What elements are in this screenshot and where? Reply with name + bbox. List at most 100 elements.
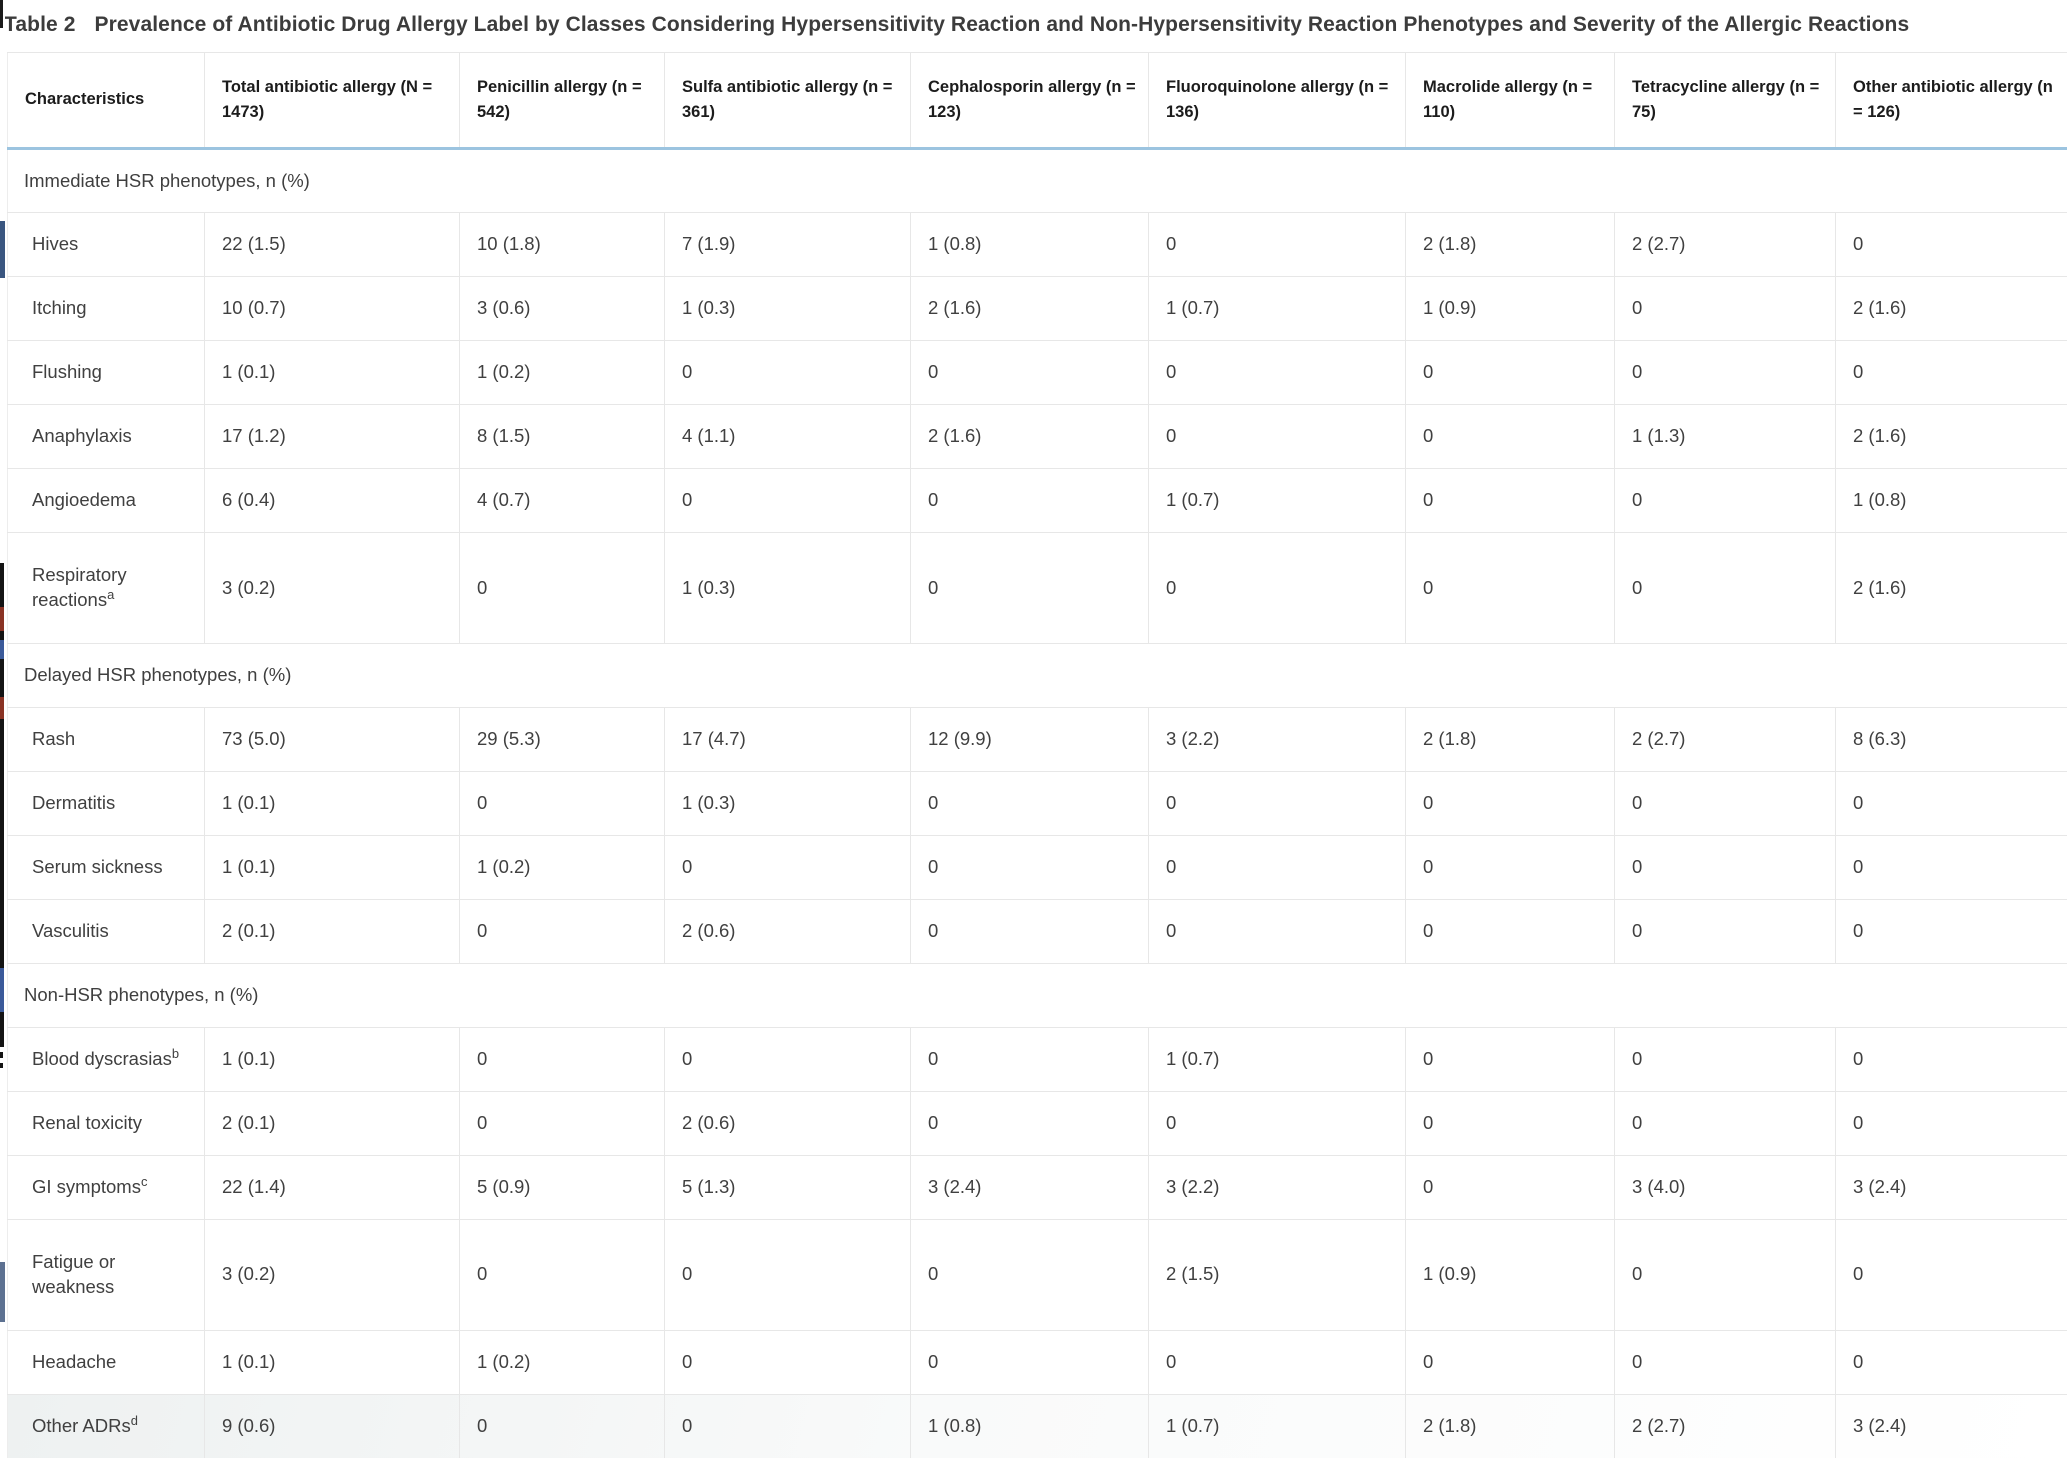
cell-value: 0	[911, 1219, 1149, 1330]
cell-value: 4 (0.7)	[460, 469, 665, 533]
row-label: Serum sickness	[8, 836, 205, 900]
row-label-text: Serum sickness	[32, 856, 163, 877]
cell-value: 9 (0.6)	[205, 1394, 460, 1457]
col-header-7: Tetracycline allergy (n = 75)	[1615, 53, 1836, 149]
section-row: Non-HSR phenotypes, n (%)	[8, 964, 2067, 1028]
cell-value: 0	[1836, 836, 2067, 900]
row-label: GI symptomsc	[8, 1156, 205, 1220]
cell-value: 2 (1.6)	[911, 405, 1149, 469]
row-label: Vasculitis	[8, 900, 205, 964]
cell-value: 2 (2.7)	[1615, 708, 1836, 772]
row-label: Other ADRsd	[8, 1394, 205, 1457]
row-label: Anaphylaxis	[8, 405, 205, 469]
section-header-label: Non-HSR phenotypes, n (%)	[8, 964, 2067, 1028]
row-label-text: Itching	[32, 297, 87, 318]
row-label-text: Blood dyscrasias	[32, 1048, 172, 1069]
cell-value: 0	[911, 1330, 1149, 1394]
row-label-text: Dermatitis	[32, 792, 115, 813]
cell-value: 8 (1.5)	[460, 405, 665, 469]
cell-value: 0	[1406, 1092, 1615, 1156]
cell-value: 0	[911, 533, 1149, 644]
cell-value: 0	[1406, 836, 1615, 900]
edge-fragment	[0, 1063, 3, 1068]
cell-value: 0	[911, 772, 1149, 836]
cell-value: 1 (0.2)	[460, 1330, 665, 1394]
row-label: Blood dyscrasiasb	[8, 1028, 205, 1092]
cell-value: 0	[460, 533, 665, 644]
cell-value: 0	[1836, 1028, 2067, 1092]
cell-value: 1 (1.3)	[1615, 405, 1836, 469]
cell-value: 0	[1406, 1028, 1615, 1092]
edge-fragment	[0, 1262, 5, 1322]
cell-value: 1 (0.1)	[205, 341, 460, 405]
col-header-0: Characteristics	[8, 53, 205, 149]
col-header-8: Other antibiotic allergy (n = 126)	[1836, 53, 2067, 149]
cell-value: 0	[1149, 213, 1406, 277]
section-header-label: Delayed HSR phenotypes, n (%)	[8, 644, 2067, 708]
row-label: Fatigue or weakness	[8, 1219, 205, 1330]
cell-value: 1 (0.7)	[1149, 469, 1406, 533]
col-header-1: Total antibiotic allergy (N = 1473)	[205, 53, 460, 149]
cell-value: 3 (2.2)	[1149, 708, 1406, 772]
cell-value: 2 (1.6)	[911, 277, 1149, 341]
cell-value: 0	[1615, 277, 1836, 341]
cell-value: 0	[460, 1394, 665, 1457]
cell-value: 2 (2.7)	[1615, 1394, 1836, 1457]
cell-value: 0	[1406, 772, 1615, 836]
cell-value: 0	[1615, 1092, 1836, 1156]
cell-value: 1 (0.1)	[205, 836, 460, 900]
cell-value: 0	[1615, 772, 1836, 836]
row-label: Headache	[8, 1330, 205, 1394]
cell-value: 1 (0.2)	[460, 836, 665, 900]
cell-value: 1 (0.8)	[911, 1394, 1149, 1457]
row-label-text: Rash	[32, 728, 75, 749]
cell-value: 0	[1836, 772, 2067, 836]
cell-value: 0	[911, 1028, 1149, 1092]
cell-value: 0	[1615, 900, 1836, 964]
cell-value: 22 (1.5)	[205, 213, 460, 277]
footnote-marker: d	[131, 1413, 138, 1428]
cell-value: 2 (1.6)	[1836, 405, 2067, 469]
cell-value: 0	[1615, 836, 1836, 900]
cell-value: 1 (0.7)	[1149, 1394, 1406, 1457]
cell-value: 17 (4.7)	[665, 708, 911, 772]
cell-value: 0	[460, 1028, 665, 1092]
cell-value: 17 (1.2)	[205, 405, 460, 469]
cell-value: 0	[665, 341, 911, 405]
row-label: Flushing	[8, 341, 205, 405]
row-label-text: Fatigue or weakness	[32, 1251, 115, 1297]
cell-value: 0	[460, 772, 665, 836]
edge-fragment	[0, 0, 3, 28]
cell-value: 1 (0.7)	[1149, 1028, 1406, 1092]
cell-value: 0	[911, 469, 1149, 533]
cell-value: 0	[1406, 341, 1615, 405]
col-header-3: Sulfa antibiotic allergy (n = 361)	[665, 53, 911, 149]
footnote-marker: a	[107, 587, 114, 602]
row-label: Angioedema	[8, 469, 205, 533]
row-label-text: Vasculitis	[32, 920, 109, 941]
cell-value: 1 (0.1)	[205, 1028, 460, 1092]
row-label-text: Headache	[32, 1351, 116, 1372]
cell-value: 4 (1.1)	[665, 405, 911, 469]
cell-value: 2 (1.5)	[1149, 1219, 1406, 1330]
row-label: Dermatitis	[8, 772, 205, 836]
cell-value: 0	[1406, 900, 1615, 964]
cell-value: 0	[1836, 900, 2067, 964]
cell-value: 1 (0.8)	[911, 213, 1149, 277]
footnote-marker: b	[172, 1046, 179, 1061]
edge-fragment	[0, 221, 5, 278]
cell-value: 0	[665, 1394, 911, 1457]
col-header-4: Cephalosporin allergy (n = 123)	[911, 53, 1149, 149]
row-label-text: GI symptoms	[32, 1176, 141, 1197]
